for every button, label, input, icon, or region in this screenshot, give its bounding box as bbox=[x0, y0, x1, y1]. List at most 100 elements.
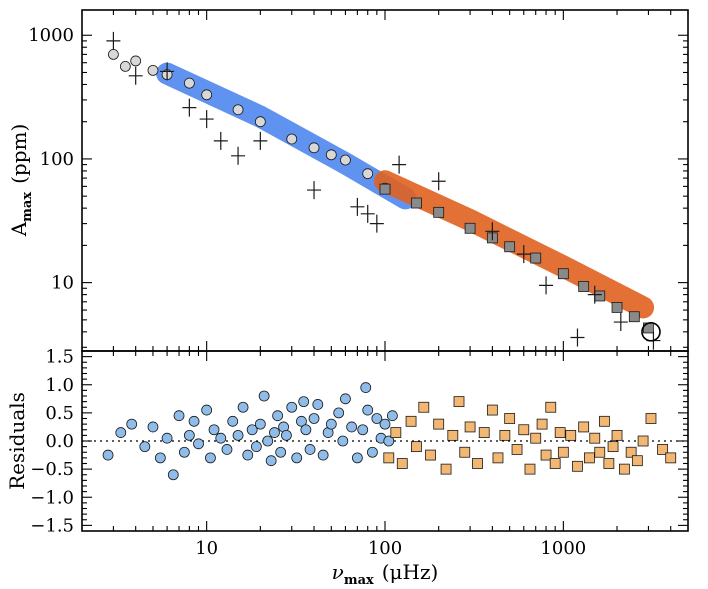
residual-point-1-44 bbox=[657, 444, 668, 455]
residual-point-1-20 bbox=[518, 424, 530, 436]
amplitude-panel: 10 100 1000 Amax (ppm) bbox=[7, 9, 689, 352]
amplitude-point-3-5 bbox=[570, 328, 585, 347]
amplitude-point-2-9 bbox=[350, 197, 365, 216]
amplitude-point-3-3 bbox=[516, 245, 531, 264]
amplitude-point-0-9 bbox=[286, 133, 298, 145]
residuals-panel: 10 100 1000 −1.5 −1.0 −0.5 0.0 0.5 1.0 1.5 Residu… bbox=[5, 347, 689, 588]
residual-y-tick-label-0: −1.5 bbox=[30, 515, 74, 536]
residual-point-1-1 bbox=[390, 427, 402, 438]
amplitude-point-1-2 bbox=[433, 206, 445, 218]
residual-point-1-38 bbox=[611, 429, 623, 441]
amplitude-y-tick-label-1: 100 bbox=[40, 149, 74, 170]
residual-point-0-29 bbox=[272, 410, 284, 422]
residual-point-0-23 bbox=[250, 441, 262, 453]
x-label-sub: max bbox=[344, 573, 374, 588]
amplitude-point-3-6 bbox=[587, 285, 602, 304]
amplitude-point-0-7 bbox=[232, 104, 244, 116]
amplitude-axes: 10 100 1000 bbox=[28, 10, 689, 351]
residual-point-0-22 bbox=[246, 424, 258, 436]
residual-point-0-53 bbox=[371, 413, 383, 424]
amplitude-point-0-6 bbox=[201, 89, 213, 101]
residual-point-1-15 bbox=[486, 404, 498, 416]
residual-point-0-4 bbox=[147, 421, 159, 433]
residual-y-tick-label-5: 1.0 bbox=[45, 375, 74, 396]
residual-point-0-37 bbox=[300, 424, 312, 436]
residual-point-0-14 bbox=[205, 452, 216, 464]
residual-point-1-24 bbox=[540, 449, 552, 461]
residual-point-1-11 bbox=[459, 446, 471, 458]
residual-point-1-26 bbox=[549, 458, 561, 469]
residual-point-1-13 bbox=[472, 458, 483, 469]
residual-point-1-8 bbox=[440, 463, 452, 475]
residual-point-1-30 bbox=[572, 460, 583, 472]
residual-point-0-45 bbox=[337, 435, 349, 447]
residuals-y-axis-title: Residuals bbox=[5, 392, 29, 490]
amplitude-point-1-5 bbox=[504, 241, 516, 253]
amplitude-point-3-4 bbox=[539, 276, 554, 295]
residual-point-0-13 bbox=[201, 404, 213, 416]
residual-point-1-10 bbox=[453, 396, 465, 408]
residual-point-0-43 bbox=[325, 418, 337, 430]
residual-y-tick-label-4: 0.5 bbox=[45, 403, 74, 424]
x-tick-label-0: 10 bbox=[195, 538, 218, 559]
residual-point-0-6 bbox=[161, 432, 173, 444]
amplitude-point-0-11 bbox=[325, 149, 337, 161]
residual-point-1-43 bbox=[645, 413, 657, 424]
amplitude-point-3-0 bbox=[392, 155, 407, 174]
residual-point-1-25 bbox=[545, 401, 557, 413]
amplitude-point-2-6 bbox=[231, 146, 246, 165]
amplitude-data-layer bbox=[106, 31, 661, 350]
amplitude-point-2-4 bbox=[199, 110, 214, 129]
residual-point-1-21 bbox=[524, 463, 536, 475]
amplitude-point-2-8 bbox=[307, 181, 322, 200]
residual-point-0-56 bbox=[383, 435, 395, 447]
x-tick-label-1: 100 bbox=[368, 538, 402, 559]
amplitude-point-1-6 bbox=[530, 252, 542, 264]
residual-point-0-18 bbox=[227, 415, 239, 427]
residual-point-1-35 bbox=[599, 415, 610, 427]
residual-point-1-17 bbox=[499, 429, 511, 441]
residual-point-1-9 bbox=[447, 429, 459, 441]
amplitude-point-1-1 bbox=[411, 197, 422, 209]
residual-point-0-48 bbox=[351, 452, 363, 464]
residual-point-1-34 bbox=[594, 446, 606, 458]
residual-point-0-16 bbox=[215, 432, 227, 444]
residual-point-1-3 bbox=[405, 415, 417, 427]
residual-point-0-44 bbox=[333, 407, 345, 419]
amplitude-point-2-0 bbox=[106, 31, 121, 50]
residual-y-tick-label-6: 1.5 bbox=[45, 347, 74, 368]
residual-point-0-11 bbox=[188, 415, 200, 427]
amplitude-y-tick-label-2: 1000 bbox=[28, 25, 74, 46]
amplitude-point-2-7 bbox=[253, 131, 268, 150]
residual-point-0-57 bbox=[386, 410, 398, 422]
residual-point-0-20 bbox=[237, 401, 249, 413]
residual-point-0-8 bbox=[173, 410, 185, 422]
residual-point-0-10 bbox=[183, 429, 195, 441]
residual-point-0-28 bbox=[269, 427, 280, 438]
x-tick-label-2: 1000 bbox=[540, 538, 586, 559]
trend-band-1 bbox=[374, 170, 655, 319]
residual-point-0-41 bbox=[317, 449, 329, 461]
amplitude-point-0-2 bbox=[130, 55, 142, 67]
highlight-circle bbox=[641, 322, 661, 342]
residual-point-0-39 bbox=[308, 413, 320, 424]
amplitude-point-2-3 bbox=[182, 98, 197, 117]
residual-point-0-7 bbox=[167, 469, 179, 481]
residual-point-1-28 bbox=[557, 446, 569, 458]
residual-point-0-46 bbox=[340, 393, 351, 405]
amplitude-point-2-10 bbox=[360, 204, 375, 223]
residual-point-0-50 bbox=[360, 382, 372, 393]
amplitude-point-1-8 bbox=[578, 281, 590, 292]
residual-point-0-27 bbox=[265, 455, 277, 467]
residual-point-0-5 bbox=[154, 452, 166, 464]
residual-point-0-15 bbox=[208, 424, 220, 436]
amplitude-point-0-12 bbox=[340, 154, 351, 166]
residual-point-1-0 bbox=[383, 452, 395, 464]
x-label-main: ν bbox=[332, 560, 344, 584]
amplitude-y-label-unit: (ppm) bbox=[7, 124, 31, 184]
residual-point-0-9 bbox=[178, 446, 190, 458]
residual-point-0-51 bbox=[362, 404, 374, 416]
amplitude-y-label-sub: max bbox=[20, 192, 35, 222]
residual-y-tick-label-1: −1.0 bbox=[30, 487, 74, 508]
amplitude-point-2-5 bbox=[213, 131, 228, 150]
